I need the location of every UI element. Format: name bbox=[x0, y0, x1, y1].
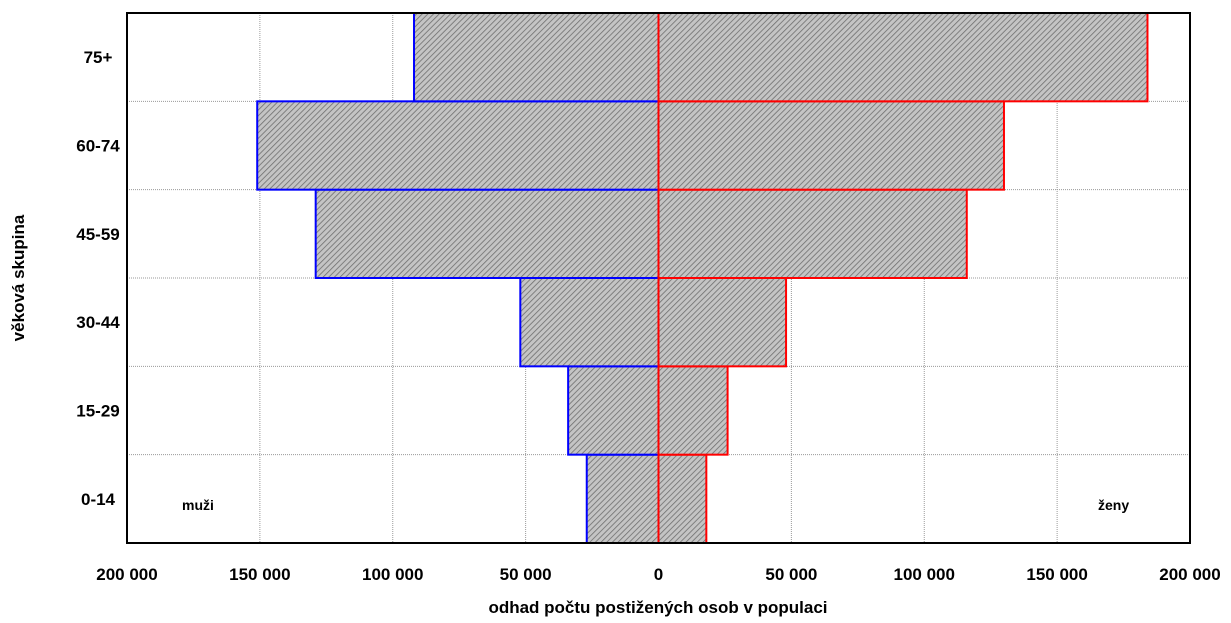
bar-female-45-59 bbox=[657, 188, 968, 280]
x-tick-labels: 200 000 150 000 100 000 50 000 0 50 000 100 00… bbox=[96, 565, 1220, 584]
bar-male-60-74 bbox=[256, 100, 660, 191]
y-axis-title: věková skupina bbox=[9, 214, 28, 341]
x-tick-label: 100 000 bbox=[894, 565, 955, 584]
y-tick-labels: 0-14 15-29 30-44 45-59 60-74 75+ bbox=[76, 48, 120, 509]
x-axis-title: odhad počtu postižených osob v populaci bbox=[488, 598, 827, 617]
bar-male-15-29 bbox=[567, 365, 660, 456]
x-tick-label: 150 000 bbox=[229, 565, 290, 584]
x-tick-label: 50 000 bbox=[500, 565, 552, 584]
right-series-label: ženy bbox=[1098, 497, 1129, 513]
plot-border bbox=[126, 12, 1191, 544]
x-tick-label: 100 000 bbox=[362, 565, 423, 584]
left-series-label: muži bbox=[182, 497, 214, 513]
bar-female-60-74 bbox=[657, 100, 1005, 191]
y-tick-label: 15-29 bbox=[76, 402, 119, 421]
bar-female-75+ bbox=[657, 12, 1149, 103]
x-tick-label: 150 000 bbox=[1026, 565, 1087, 584]
bar-female-30-44 bbox=[657, 277, 788, 368]
y-tick-label: 75+ bbox=[84, 48, 113, 67]
bar-female-0-14 bbox=[657, 453, 708, 544]
x-tick-label: 50 000 bbox=[765, 565, 817, 584]
y-tick-label: 0-14 bbox=[81, 490, 116, 509]
bars bbox=[256, 12, 1149, 544]
bar-male-75+ bbox=[413, 12, 660, 103]
bar-male-45-59 bbox=[314, 188, 660, 280]
x-tick-label: 0 bbox=[654, 565, 663, 584]
bar-female-15-29 bbox=[657, 365, 729, 456]
y-tick-label: 30-44 bbox=[76, 313, 120, 332]
bar-male-30-44 bbox=[519, 277, 660, 368]
x-tick-label: 200 000 bbox=[1159, 565, 1220, 584]
y-tick-label: 45-59 bbox=[76, 225, 119, 244]
y-tick-label: 60-74 bbox=[76, 137, 120, 156]
x-tick-label: 200 000 bbox=[96, 565, 157, 584]
bar-male-0-14 bbox=[585, 453, 660, 544]
